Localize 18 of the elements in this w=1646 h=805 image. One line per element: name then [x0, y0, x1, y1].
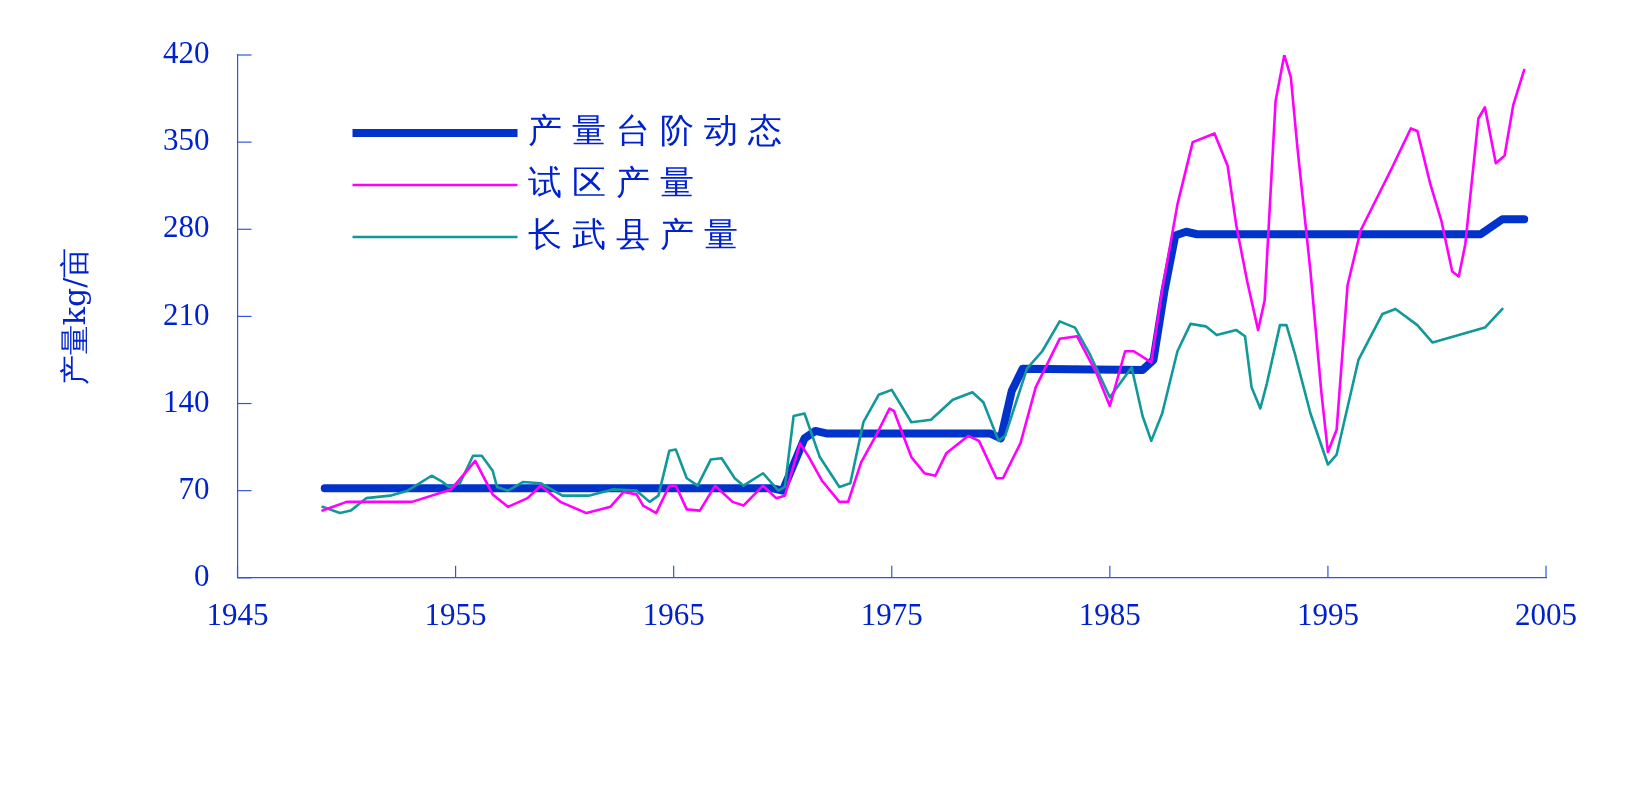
legend-label: 试区产量: [527, 161, 704, 202]
legend-label: 产量台阶动态: [527, 109, 792, 150]
y-tick-label: 70: [178, 470, 210, 506]
x-tick-label: 1995: [1296, 596, 1359, 632]
x-tick-label: 1945: [206, 596, 269, 632]
y-tick-label: 140: [163, 383, 210, 419]
y-tick-label: 0: [194, 557, 210, 593]
x-tick-label: 1955: [424, 596, 487, 632]
y-tick-label: 280: [163, 209, 210, 245]
x-tick-label: 1985: [1078, 596, 1141, 632]
x-tick-label: 1975: [860, 596, 923, 632]
x-tick-label: 1965: [642, 596, 705, 632]
legend-label: 长武县产量: [527, 213, 748, 254]
y-tick-label: 350: [163, 122, 210, 158]
y-tick-label: 420: [163, 35, 210, 71]
y-tick-label: 210: [163, 296, 210, 332]
x-tick-label: 2005: [1515, 596, 1577, 632]
y-axis-title: 产量kg/亩: [56, 247, 92, 386]
